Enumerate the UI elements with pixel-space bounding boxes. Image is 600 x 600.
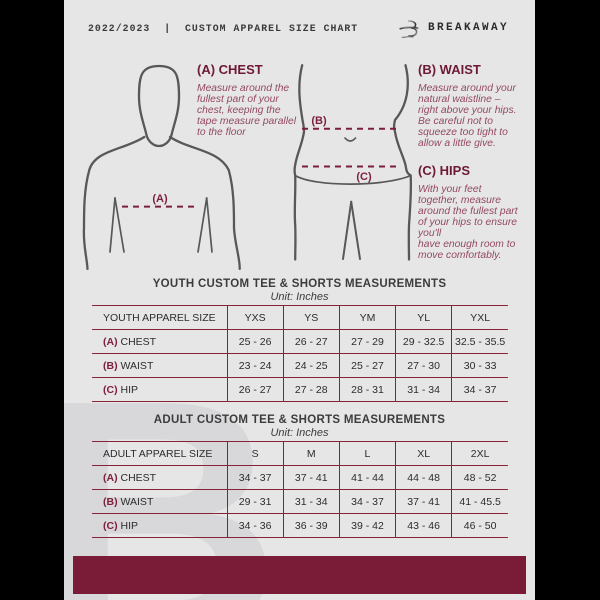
svg-text:(C): (C) [356,171,372,183]
